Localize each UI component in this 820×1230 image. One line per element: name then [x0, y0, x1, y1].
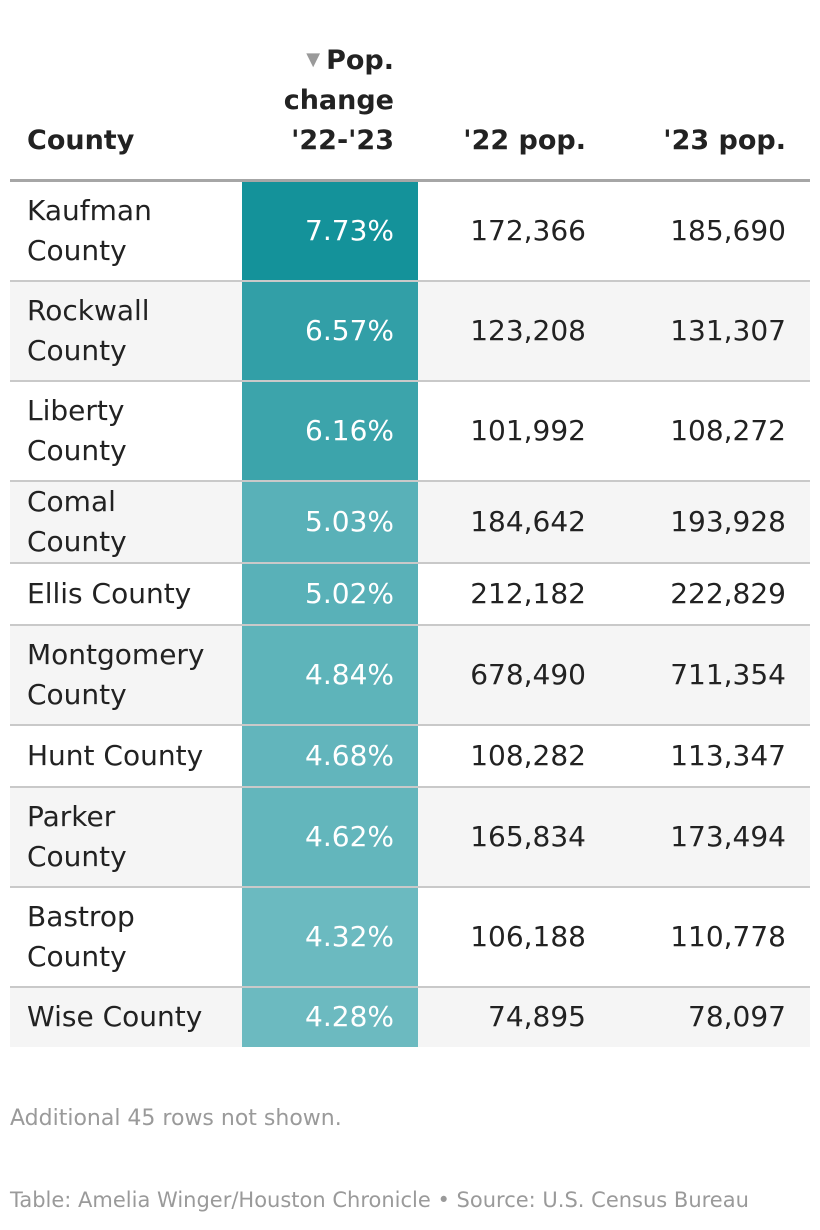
- header-row: County ▼ Pop. change '22-'23 '22 pop. '23…: [10, 40, 810, 182]
- pop-22-cell: 184,642: [418, 480, 610, 564]
- pop-23-cell: 113,347: [610, 724, 810, 788]
- header-pop-change[interactable]: ▼ Pop. change '22-'23: [242, 40, 418, 182]
- pop-23-cell: 131,307: [610, 280, 810, 382]
- county-cell: Bastrop County: [10, 886, 242, 988]
- pop-22-cell: 678,490: [418, 624, 610, 726]
- pop-23-cell: 110,778: [610, 886, 810, 988]
- county-cell: Liberty County: [10, 380, 242, 482]
- data-table: County ▼ Pop. change '22-'23 '22 pop. '23…: [10, 40, 810, 1047]
- table-row: Rockwall County 6.57% 123,208 131,307: [10, 280, 810, 382]
- county-cell: Parker County: [10, 786, 242, 888]
- pop-22-cell: 172,366: [418, 180, 610, 282]
- county-cell: Hunt County: [10, 724, 242, 788]
- pop-change-cell: 4.68%: [242, 724, 418, 788]
- header-pop-change-line-3: '22-'23: [291, 125, 394, 156]
- table-row: Parker County 4.62% 165,834 173,494: [10, 786, 810, 888]
- county-cell: Comal County: [10, 480, 242, 564]
- pop-change-cell: 4.62%: [242, 786, 418, 888]
- pop-change-cell: 6.57%: [242, 280, 418, 382]
- table-row: Montgomery County 4.84% 678,490 711,354: [10, 624, 810, 726]
- header-pop-change-line-2: change: [283, 85, 394, 116]
- table-row: Ellis County 5.02% 212,182 222,829: [10, 562, 810, 626]
- county-cell: Rockwall County: [10, 280, 242, 382]
- pop-change-cell: 5.03%: [242, 480, 418, 564]
- table-row: Wise County 4.28% 74,895 78,097: [10, 986, 810, 1047]
- header-pop-change-line-1: Pop.: [326, 45, 394, 76]
- rows-note: Additional 45 rows not shown.: [10, 1106, 342, 1131]
- pop-change-cell: 4.84%: [242, 624, 418, 726]
- header-county[interactable]: County: [10, 40, 242, 182]
- header-pop-23[interactable]: '23 pop.: [610, 40, 810, 182]
- pop-23-cell: 193,928: [610, 480, 810, 564]
- source-credit: Table: Amelia Winger/Houston Chronicle •…: [10, 1188, 749, 1212]
- table-row: Comal County 5.03% 184,642 193,928: [10, 480, 810, 564]
- table-body: Kaufman County 7.73% 172,366 185,690 Rockwal…: [10, 180, 810, 1047]
- pop-23-cell: 185,690: [610, 180, 810, 282]
- pop-22-cell: 108,282: [418, 724, 610, 788]
- pop-23-cell: 711,354: [610, 624, 810, 726]
- pop-22-cell: 212,182: [418, 562, 610, 626]
- header-pop-22[interactable]: '22 pop.: [418, 40, 610, 182]
- pop-23-cell: 78,097: [610, 986, 810, 1047]
- table-row: Bastrop County 4.32% 106,188 110,778: [10, 886, 810, 988]
- table-row: Hunt County 4.68% 108,282 113,347: [10, 724, 810, 788]
- county-cell: Wise County: [10, 986, 242, 1047]
- pop-22-cell: 74,895: [418, 986, 610, 1047]
- pop-22-cell: 106,188: [418, 886, 610, 988]
- pop-22-cell: 101,992: [418, 380, 610, 482]
- table-row: Liberty County 6.16% 101,992 108,272: [10, 380, 810, 482]
- pop-23-cell: 108,272: [610, 380, 810, 482]
- pop-22-cell: 165,834: [418, 786, 610, 888]
- table-row: Kaufman County 7.73% 172,366 185,690: [10, 180, 810, 282]
- triangle-down-icon: ▼: [306, 49, 321, 70]
- county-cell: Montgomery County: [10, 624, 242, 726]
- county-cell: Kaufman County: [10, 180, 242, 282]
- pop-change-cell: 6.16%: [242, 380, 418, 482]
- county-cell: Ellis County: [10, 562, 242, 626]
- pop-change-cell: 5.02%: [242, 562, 418, 626]
- pop-change-cell: 4.32%: [242, 886, 418, 988]
- pop-23-cell: 173,494: [610, 786, 810, 888]
- pop-change-cell: 7.73%: [242, 180, 418, 282]
- pop-22-cell: 123,208: [418, 280, 610, 382]
- pop-23-cell: 222,829: [610, 562, 810, 626]
- pop-change-cell: 4.28%: [242, 986, 418, 1047]
